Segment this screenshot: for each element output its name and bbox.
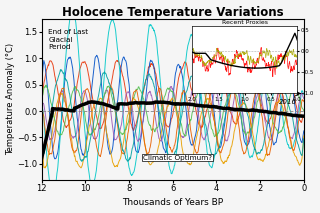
Text: Climatic Optimum?: Climatic Optimum? <box>142 154 212 161</box>
X-axis label: Thousands of Years BP: Thousands of Years BP <box>122 199 223 207</box>
Text: End of Last
Glacial
Period: End of Last Glacial Period <box>48 29 88 50</box>
Text: 2016: 2016 <box>279 99 297 105</box>
Title: Holocene Temperature Variations: Holocene Temperature Variations <box>62 6 284 19</box>
Y-axis label: Temperature Anomaly (°C): Temperature Anomaly (°C) <box>5 43 14 155</box>
